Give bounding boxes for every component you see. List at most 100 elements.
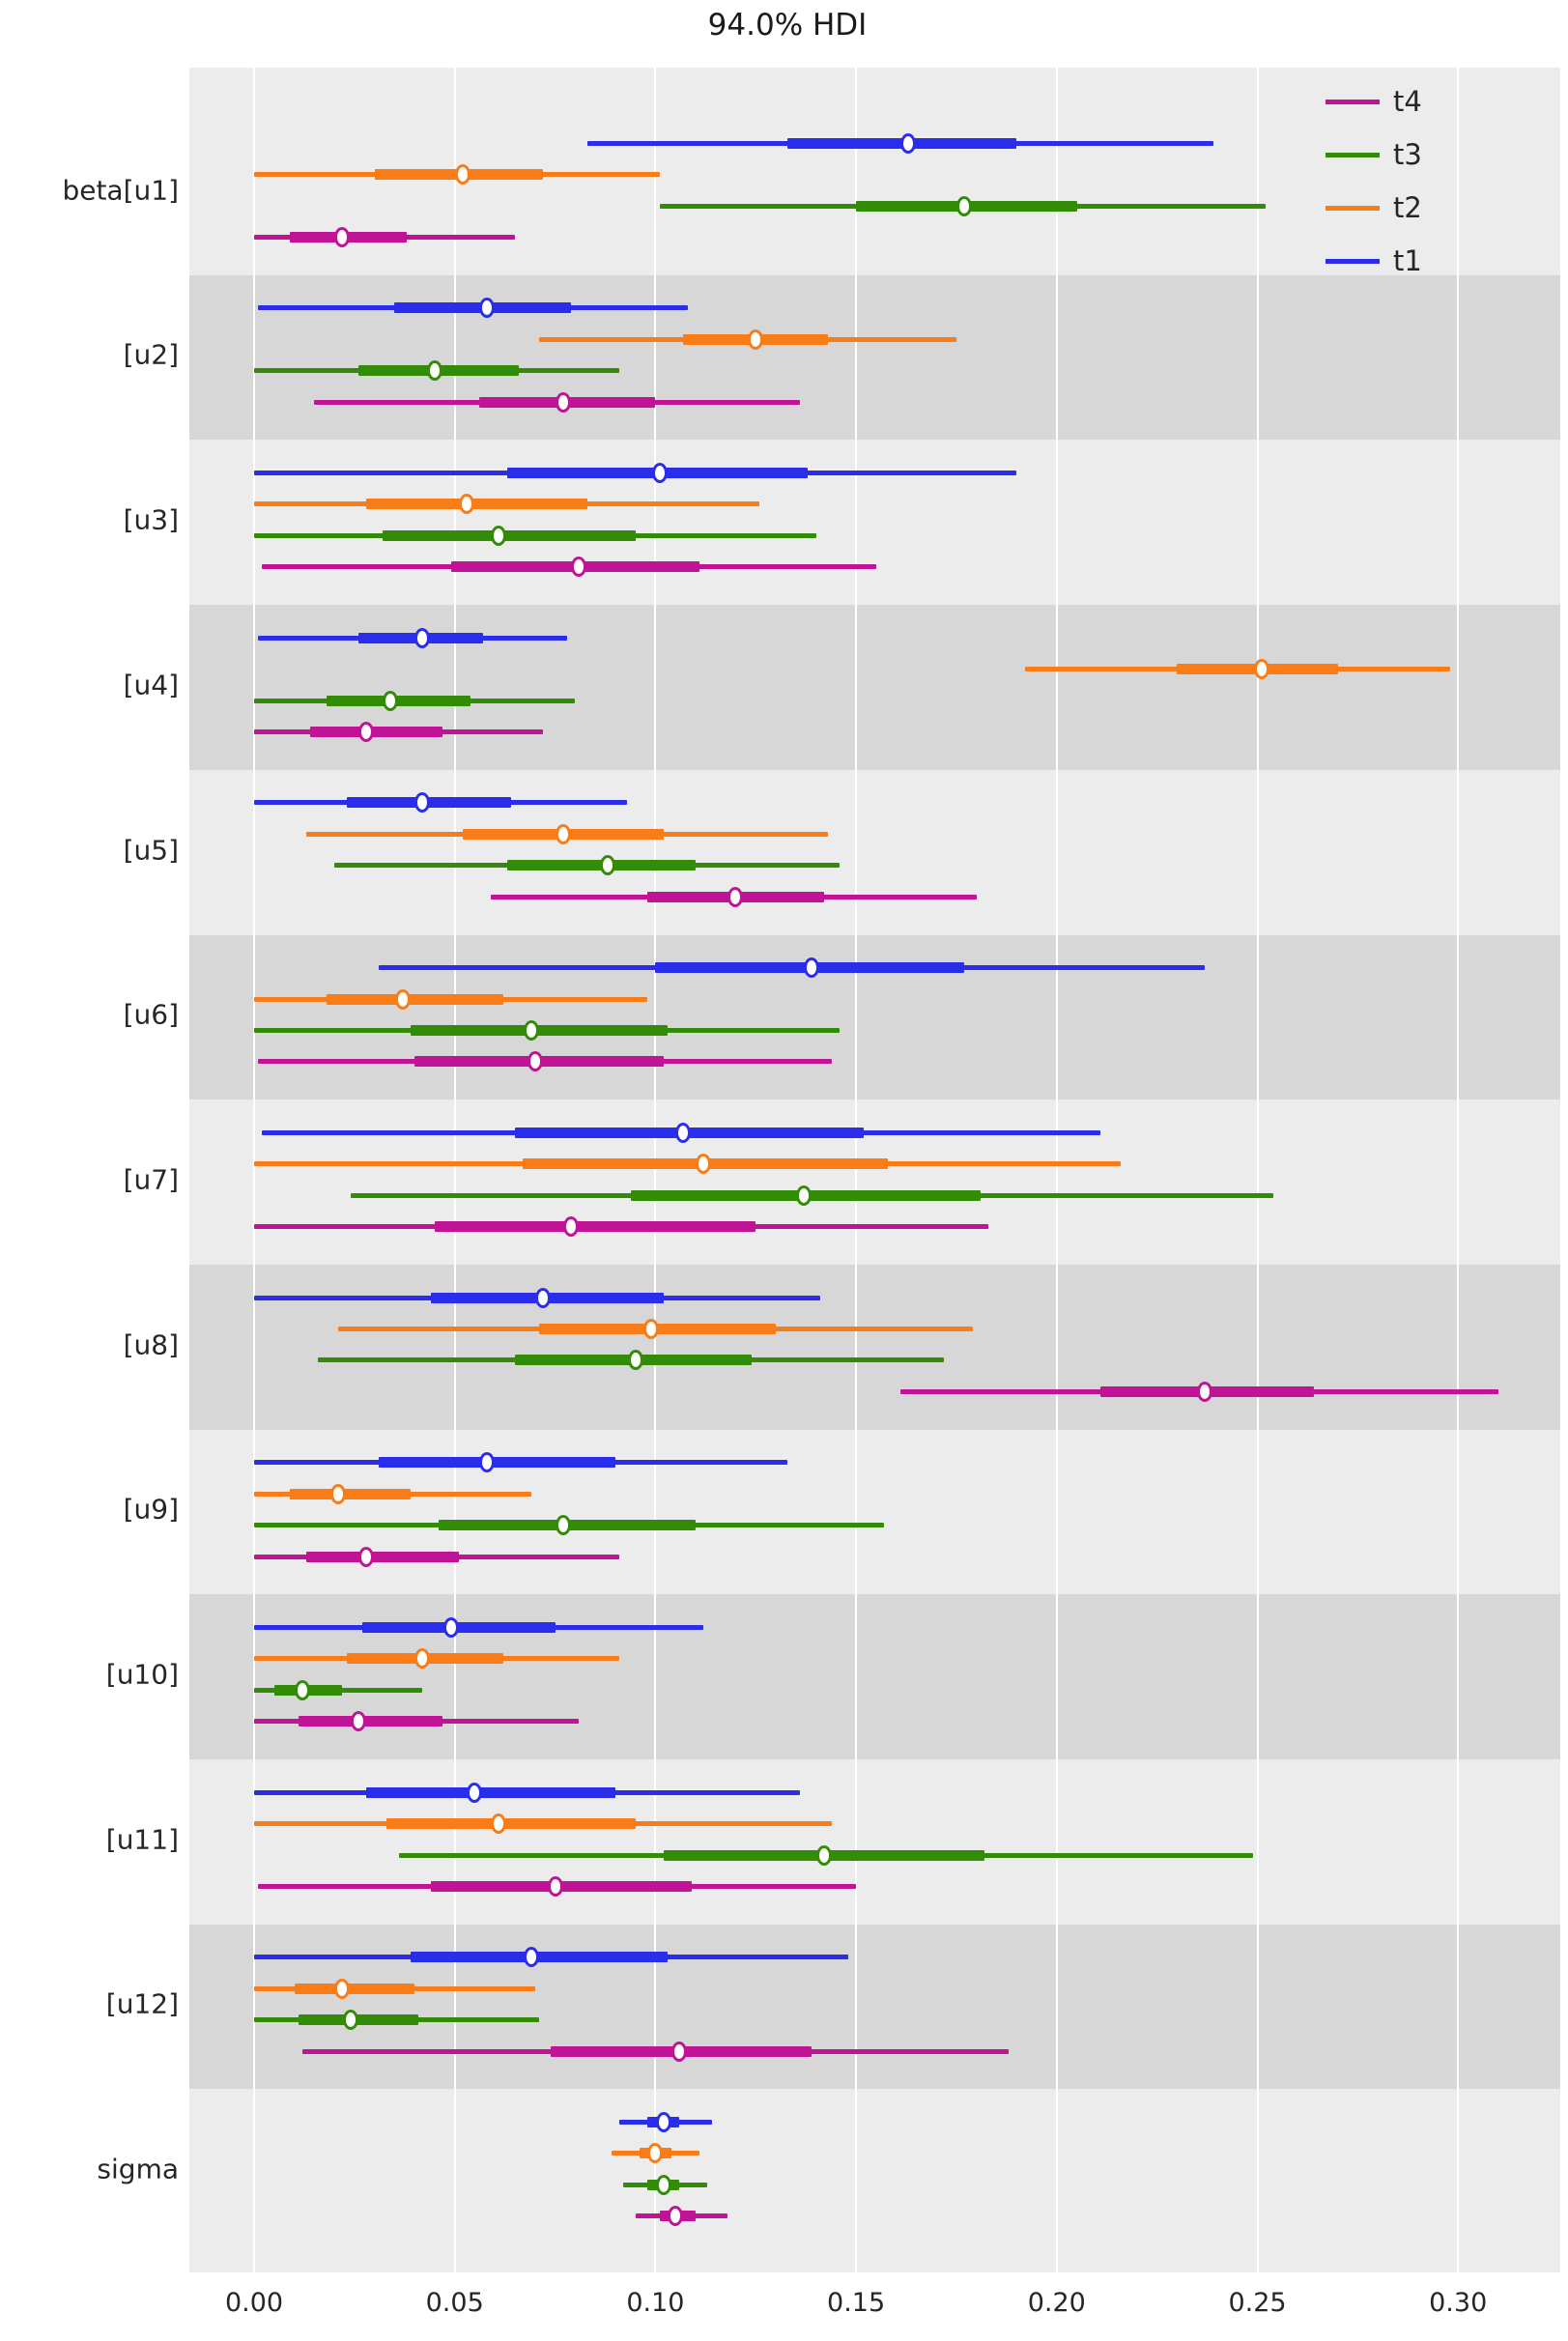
median-marker-sigma-t4 (668, 2206, 684, 2227)
median-marker-u11-t2 (491, 1813, 507, 1835)
hdi-thick-u12-t1 (411, 1952, 668, 1963)
median-marker-u12-t4 (671, 2041, 688, 2062)
legend-swatch-t4 (1326, 100, 1380, 104)
legend-swatch-t2 (1326, 206, 1380, 211)
median-marker-u5-t3 (599, 855, 615, 876)
plot-area (189, 68, 1560, 2272)
hdi-thick-u3-t2 (366, 499, 587, 510)
median-marker-u8-t4 (1197, 1381, 1213, 1402)
y-label-u5: [u5] (123, 834, 179, 867)
legend-swatch-t3 (1326, 153, 1380, 157)
median-marker-betau1-t4 (334, 226, 351, 247)
median-marker-u3-t3 (491, 525, 507, 546)
median-marker-u2-t4 (555, 391, 571, 413)
median-marker-u6-t1 (804, 957, 820, 979)
median-marker-betau1-t3 (956, 195, 973, 216)
median-marker-u3-t1 (651, 463, 668, 484)
hdi-thick-u11-t1 (366, 1786, 615, 1798)
param-band-u6 (189, 934, 1560, 1100)
gridline-0.25 (1256, 68, 1259, 2272)
param-band-u10 (189, 1594, 1560, 1759)
gridline-0.20 (1055, 68, 1058, 2272)
param-band-u3 (189, 440, 1560, 606)
median-marker-sigma-t2 (647, 2143, 664, 2164)
x-tick-0.10: 0.10 (626, 2288, 685, 2318)
median-marker-u6-t4 (527, 1051, 543, 1072)
y-label-u6: [u6] (123, 998, 179, 1031)
gridline-0.05 (453, 68, 456, 2272)
median-marker-u8-t2 (643, 1318, 660, 1339)
median-marker-u5-t1 (414, 792, 431, 814)
x-tick-0.00: 0.00 (224, 2288, 284, 2318)
median-marker-sigma-t3 (655, 2174, 671, 2195)
median-marker-u12-t3 (342, 2010, 358, 2031)
param-band-u4 (189, 605, 1560, 770)
hdi-thick-u9-t2 (290, 1488, 411, 1499)
hdi-thick-u12-t3 (298, 2014, 419, 2026)
x-tick-0.20: 0.20 (1027, 2288, 1086, 2318)
median-marker-u2-t2 (748, 328, 764, 350)
median-marker-u4-t2 (1253, 659, 1269, 680)
median-marker-u11-t1 (467, 1782, 483, 1803)
median-marker-u12-t1 (523, 1947, 539, 1968)
median-marker-u3-t4 (571, 557, 587, 578)
median-marker-u2-t1 (478, 298, 495, 319)
median-marker-u9-t3 (555, 1515, 571, 1536)
legend-label-t1: t1 (1393, 244, 1422, 277)
median-marker-u4-t3 (383, 690, 399, 711)
gridline-0.15 (855, 68, 858, 2272)
param-band-u9 (189, 1429, 1560, 1595)
gridline-0.30 (1457, 68, 1460, 2272)
y-label-u8: [u8] (123, 1328, 179, 1361)
median-marker-u9-t1 (478, 1452, 495, 1473)
hdi-thick-u10-t1 (362, 1621, 556, 1633)
param-band-u7 (189, 1099, 1560, 1265)
hdi-thick-u9-t4 (306, 1551, 459, 1562)
hdi-thick-u3-t3 (382, 529, 636, 541)
x-tick-0.25: 0.25 (1228, 2288, 1287, 2318)
median-marker-u5-t2 (555, 823, 571, 844)
median-marker-u6-t2 (394, 988, 411, 1010)
y-label-u3: [u3] (123, 503, 179, 536)
median-marker-u11-t4 (547, 1875, 563, 1897)
median-marker-u7-t4 (563, 1216, 580, 1238)
median-marker-u2-t3 (426, 360, 442, 382)
param-band-u12 (189, 1924, 1560, 2090)
median-marker-u7-t1 (675, 1122, 692, 1143)
legend-item-t1: t1 (1326, 244, 1461, 279)
y-label-betau1: beta[u1] (62, 174, 179, 207)
median-marker-u3-t2 (459, 494, 475, 515)
median-marker-u9-t2 (330, 1483, 347, 1504)
median-marker-betau1-t1 (900, 132, 917, 154)
y-label-u9: [u9] (123, 1493, 179, 1526)
param-band-u2 (189, 274, 1560, 441)
legend-label-t4: t4 (1393, 85, 1422, 118)
y-label-u12: [u12] (105, 1987, 179, 2020)
hdi-thick-u4-t4 (310, 727, 443, 738)
median-marker-u5-t4 (727, 886, 744, 907)
median-marker-u9-t4 (358, 1546, 375, 1567)
y-label-u10: [u10] (105, 1658, 179, 1691)
median-marker-u7-t2 (696, 1154, 712, 1175)
param-band-betau1 (189, 110, 1560, 275)
median-marker-sigma-t1 (655, 2112, 671, 2133)
param-band-u5 (189, 769, 1560, 935)
hdi-thick-u9-t1 (378, 1457, 615, 1469)
x-tick-0.15: 0.15 (827, 2288, 886, 2318)
y-label-u2: [u2] (123, 338, 179, 371)
x-tick-0.30: 0.30 (1429, 2288, 1488, 2318)
plot-title: 94.0% HDI (707, 8, 868, 43)
hdi-thick-u6-t2 (326, 993, 503, 1005)
median-marker-u8-t1 (535, 1287, 552, 1308)
gridline-0.00 (253, 68, 255, 2272)
hdi-thick-u7-t4 (434, 1221, 756, 1233)
median-marker-u10-t4 (351, 1711, 366, 1732)
median-marker-u8-t3 (627, 1350, 643, 1371)
median-marker-u4-t4 (358, 722, 375, 743)
legend-label-t3: t3 (1393, 138, 1422, 171)
hdi-thick-u6-t3 (411, 1025, 668, 1036)
median-marker-u11-t3 (815, 1844, 832, 1866)
median-marker-u7-t3 (796, 1185, 813, 1206)
median-marker-u4-t1 (414, 627, 431, 648)
